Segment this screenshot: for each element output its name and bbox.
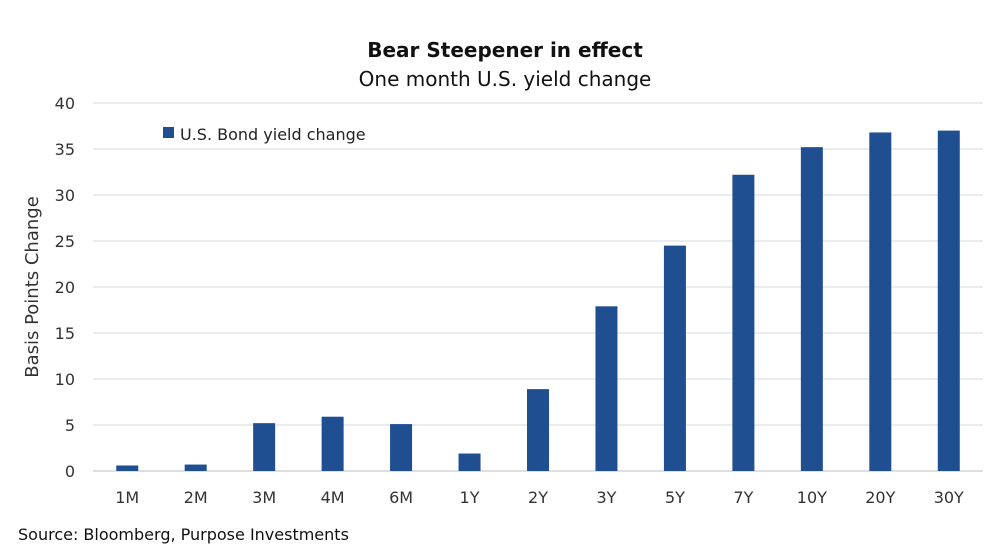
x-tick-label: 3Y (596, 488, 616, 507)
bar (937, 130, 960, 471)
y-tick-label: 35 (55, 140, 75, 159)
bar (595, 306, 618, 471)
x-tick-label: 30Y (934, 488, 964, 507)
bar (390, 424, 413, 471)
y-tick-label: 40 (55, 94, 75, 113)
bar (458, 453, 481, 471)
bar (732, 174, 755, 471)
source-note: Source: Bloomberg, Purpose Investments (18, 525, 349, 544)
y-tick-label: 5 (65, 416, 75, 435)
x-tick-label: 2Y (528, 488, 548, 507)
chart-subtitle: One month U.S. yield change (359, 67, 652, 91)
legend-swatch (163, 127, 174, 138)
bar (663, 245, 686, 471)
x-tick-label: 20Y (865, 488, 895, 507)
legend: U.S. Bond yield change (163, 125, 366, 144)
y-tick-label: 15 (55, 324, 75, 343)
x-axis-ticks: 1M 2M 3M 4M 6M 1Y 2Y 3Y 5Y 7Y 10Y 20Y 30Y (115, 488, 964, 507)
x-tick-label: 1Y (460, 488, 480, 507)
chart-title: Bear Steepener in effect (367, 38, 643, 62)
x-tick-label: 6M (389, 488, 413, 507)
bar (321, 416, 344, 471)
bar (116, 465, 139, 471)
y-tick-label: 25 (55, 232, 75, 251)
x-tick-label: 4M (321, 488, 345, 507)
bar (800, 147, 823, 471)
y-tick-label: 30 (55, 186, 75, 205)
bars (116, 130, 960, 471)
legend-label: U.S. Bond yield change (180, 125, 366, 144)
y-tick-label: 0 (65, 462, 75, 481)
x-tick-label: 1M (115, 488, 139, 507)
x-tick-label: 3M (252, 488, 276, 507)
bar (869, 132, 892, 471)
x-tick-label: 7Y (733, 488, 753, 507)
x-tick-label: 5Y (665, 488, 685, 507)
x-tick-label: 10Y (797, 488, 827, 507)
bar (184, 464, 207, 471)
y-axis-label: Basis Points Change (22, 196, 43, 378)
bar (527, 389, 549, 471)
y-axis-ticks: 0 5 10 15 20 25 30 35 40 (55, 94, 75, 481)
y-tick-label: 20 (55, 278, 75, 297)
bar (253, 423, 276, 471)
x-tick-label: 2M (184, 488, 208, 507)
gridlines (93, 102, 983, 472)
y-tick-label: 10 (55, 370, 75, 389)
